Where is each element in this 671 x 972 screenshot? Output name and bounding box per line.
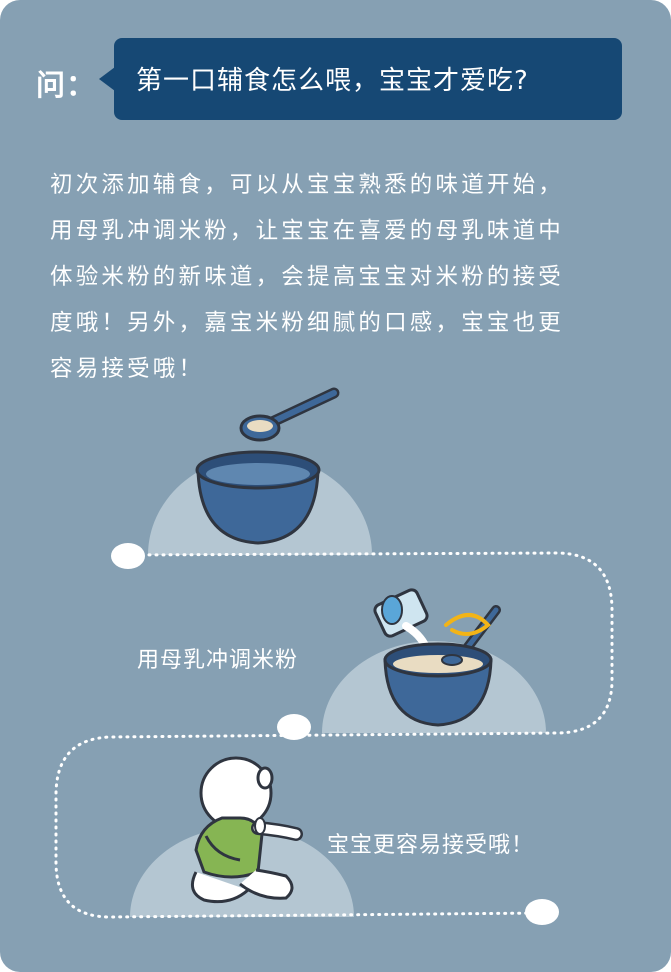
question-label: 问： bbox=[36, 68, 97, 102]
cereal-bowl-icon bbox=[383, 605, 501, 727]
dotted-path bbox=[54, 551, 614, 919]
bowl-icon bbox=[195, 450, 321, 545]
answer-line: 初次添加辅食，可以从宝宝熟悉的味道开始， bbox=[50, 172, 565, 198]
path-node bbox=[111, 543, 145, 569]
answer-line: 容易接受哦！ bbox=[50, 356, 205, 382]
step-2-label: 宝宝更容易接受哦！ bbox=[327, 833, 535, 858]
step-1-label: 用母乳冲调米粉 bbox=[137, 648, 299, 673]
path-node bbox=[277, 714, 311, 740]
answer-line: 度哦！另外，嘉宝米粉细腻的口感，宝宝也更 bbox=[50, 310, 565, 336]
path-node bbox=[525, 899, 559, 925]
answer-line: 用母乳冲调米粉，让宝宝在喜爱的母乳味道中 bbox=[50, 218, 565, 244]
answer-paragraph: 初次添加辅食，可以从宝宝熟悉的味道开始， 用母乳冲调米粉，让宝宝在喜爱的母乳味道… bbox=[50, 162, 630, 392]
question-text: 第一口辅食怎么喂，宝宝才爱吃? bbox=[136, 66, 529, 96]
question-bubble: 第一口辅食怎么喂，宝宝才爱吃? bbox=[99, 38, 622, 120]
spoon-icon bbox=[239, 387, 340, 473]
answer-line: 体验米粉的新味道，会提高宝宝对米粉的接受 bbox=[50, 264, 565, 290]
baby-icon bbox=[190, 756, 303, 904]
